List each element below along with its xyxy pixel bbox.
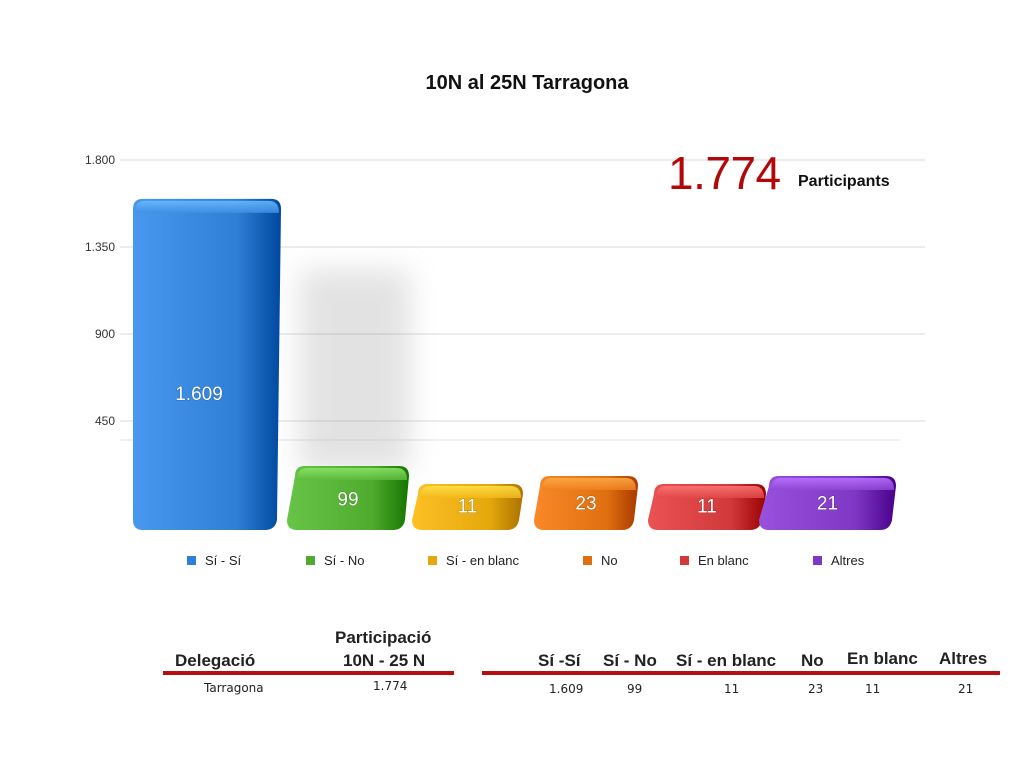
- legend-label: Sí - Sí: [205, 553, 242, 568]
- y-tick-label: 1.800: [85, 153, 115, 167]
- table-rule-right: [482, 671, 1000, 675]
- legend-item: Sí - en blanc: [428, 553, 519, 568]
- bar-shadow: [300, 270, 410, 470]
- legend-swatch: [583, 556, 592, 566]
- header-no: No: [801, 651, 824, 670]
- header-altres: Altres: [939, 649, 988, 668]
- bar-shadows: [300, 270, 410, 470]
- legend-swatch: [813, 556, 822, 566]
- participants-label: Participants: [798, 173, 890, 190]
- legend-label: Sí - en blanc: [446, 553, 519, 568]
- y-tick-label: 450: [95, 414, 115, 428]
- legend-item: Sí - No: [306, 553, 364, 568]
- bar-top-face: [135, 200, 279, 213]
- legend-item: Altres: [813, 553, 864, 568]
- bar: [287, 466, 409, 530]
- cell-si-si: 1.609: [549, 682, 584, 696]
- cell-en-blanc: 11: [865, 682, 881, 696]
- cell-si-no: 99: [627, 682, 643, 696]
- legend-item: No: [583, 553, 618, 568]
- bar-value-label: 23: [575, 493, 596, 514]
- legend-swatch: [306, 556, 315, 566]
- bar-value-label: 1.609: [175, 384, 223, 405]
- header-si-blanc: Sí - en blanc: [676, 651, 777, 670]
- y-axis-ticks: 450 900 1.350 1.800: [85, 153, 115, 428]
- legend-swatch: [428, 556, 437, 566]
- header-si-no: Sí - No: [603, 651, 657, 670]
- bar-value-label: 11: [458, 497, 478, 518]
- bar-top-face: [656, 486, 764, 498]
- cell-altres: 21: [958, 682, 974, 696]
- cell-si-blanc: 11: [724, 682, 740, 696]
- legend-swatch: [680, 556, 689, 566]
- header-en-blanc: En blanc: [847, 649, 918, 668]
- bar-value-labels: 1.609 99 11 23 11 21: [175, 384, 839, 519]
- legend-swatch: [187, 556, 196, 566]
- header-participacio-line2: 10N - 25 N: [343, 651, 426, 670]
- table-rule-left: [163, 671, 454, 675]
- chart-title: 10N al 25N Tarragona: [425, 72, 629, 94]
- bar-chart: 450 900 1.350 1.800 1.609 99 11 23 11 21: [85, 153, 925, 530]
- legend-item: En blanc: [680, 553, 749, 568]
- bar-value-label: 99: [337, 490, 358, 511]
- header-delegacio: Delegació: [175, 651, 256, 670]
- bar-value-label: 11: [697, 497, 717, 518]
- bar-value-label: 21: [817, 493, 838, 514]
- y-tick-label: 1.350: [85, 240, 115, 254]
- y-tick-label: 900: [95, 327, 115, 341]
- header-si-si: Sí -Sí: [538, 651, 581, 670]
- legend-label: Sí - No: [324, 553, 365, 568]
- bar: [133, 198, 281, 530]
- cell-delegacio: Tarragona: [204, 681, 264, 695]
- legend-label: No: [601, 553, 618, 568]
- bar-top-face: [420, 486, 521, 498]
- legend-item: Sí - Sí: [187, 553, 241, 568]
- legend-label: Altres: [831, 553, 865, 568]
- cell-no: 23: [808, 682, 824, 696]
- bar-top-face: [771, 478, 894, 490]
- header-participacio-line1: Participació: [335, 628, 432, 647]
- cell-participacio: 1.774: [373, 679, 408, 693]
- participants-number: 1.774: [668, 147, 781, 199]
- legend-label: En blanc: [698, 553, 749, 568]
- bars: [133, 198, 896, 530]
- bar-top-face: [542, 478, 636, 490]
- bar-top-face: [297, 468, 407, 480]
- grid-lines: [120, 159, 925, 441]
